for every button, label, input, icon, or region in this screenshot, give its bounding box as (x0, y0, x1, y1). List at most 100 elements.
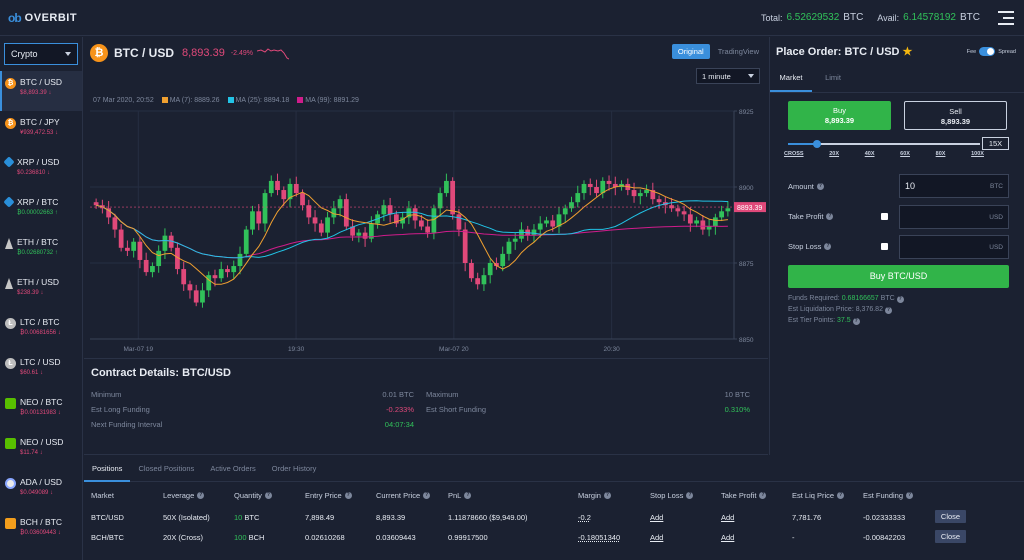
add-stop-loss-link[interactable]: Add (650, 533, 664, 542)
help-icon[interactable]: ? (824, 243, 832, 250)
buy-side-button[interactable]: Buy 8,893.39 (788, 101, 891, 130)
candle-body (444, 180, 449, 194)
sidebar-pair-item[interactable]: ADA / USD $0.049089 ↓ (0, 471, 82, 511)
help-icon[interactable]: ? (464, 492, 472, 499)
sidebar-pair-item[interactable]: NEO / USD $11.74 ↓ (0, 431, 82, 471)
candlestick-chart[interactable]: 8893.39 8925 8900 8875 8850 Mar-07 19 19:30 Mar… (86, 107, 766, 357)
margin-cell[interactable]: -0.2 (578, 513, 591, 522)
leverage-option[interactable]: 40X (864, 151, 875, 157)
help-icon[interactable]: ? (884, 307, 892, 314)
menu-icon[interactable] (998, 11, 1014, 25)
candle-body (406, 208, 412, 218)
tradingview-button[interactable]: TradingView (717, 47, 759, 56)
candle-body (550, 220, 556, 227)
sidebar-pair-item[interactable]: ₿ BTC / USD $8,893.39 ↓ (0, 71, 82, 111)
sidebar-pair-item[interactable]: XRP / USD $0.236810 ↓ (0, 151, 82, 191)
leverage-option[interactable]: 80X (935, 151, 946, 157)
pair-price: $8,893.39 ↓ (20, 90, 52, 96)
leverage-value[interactable]: 15X (982, 137, 1009, 150)
help-icon[interactable]: ? (423, 492, 431, 499)
sidebar-pair-item[interactable]: ETH / BTC ₿0.02680732 ↑ (0, 231, 82, 271)
original-view-button[interactable]: Original (671, 44, 710, 59)
category-select[interactable]: Crypto (4, 43, 78, 65)
help-icon[interactable]: ? (906, 492, 914, 499)
amount-input[interactable]: 10 BTC (899, 174, 1009, 198)
help-icon[interactable]: ? (816, 183, 824, 190)
leverage-slider[interactable] (788, 140, 980, 148)
candle-body (168, 235, 174, 248)
column-header-label: PnL (448, 491, 462, 500)
take-profit-label-text: Take Profit (788, 212, 824, 221)
help-icon[interactable]: ? (837, 492, 845, 499)
take-profit-checkbox[interactable] (881, 213, 888, 220)
ma7-legend: MA (7): 8889.26 (161, 97, 220, 104)
pair-price: ¥939,472.53 ↓ (20, 130, 59, 136)
add-stop-loss-link[interactable]: Add (650, 513, 664, 522)
take-profit-input[interactable]: USD (899, 205, 1009, 229)
candle-body (143, 259, 149, 273)
help-icon[interactable]: ? (603, 492, 611, 499)
tab-closed-positions[interactable]: Closed Positions (138, 464, 195, 473)
sidebar-pair-item[interactable]: ETH / USD $238.39 ↓ (0, 271, 82, 311)
tab-order-history[interactable]: Order History (271, 464, 317, 473)
margin-cell[interactable]: -0.18051340 (578, 533, 621, 542)
help-icon[interactable]: ? (264, 492, 272, 499)
close-position-button[interactable]: Close (935, 510, 966, 523)
y-tick-label: 8925 (739, 109, 754, 116)
fee-spread-switch[interactable] (979, 47, 996, 56)
add-take-profit-link[interactable]: Add (721, 513, 735, 522)
help-icon[interactable]: ? (852, 318, 860, 325)
interval-select[interactable]: 1 minute (696, 68, 760, 84)
candle-body (206, 275, 212, 291)
help-icon[interactable]: ? (686, 492, 694, 499)
tab-positions[interactable]: Positions (84, 456, 131, 482)
candle-body (400, 217, 405, 224)
amount-value: 10 (905, 181, 916, 191)
sidebar-pair-item[interactable]: BCH / BTC ₿0.03609443 ↓ (0, 511, 82, 551)
leverage-option[interactable]: 20X (829, 151, 840, 157)
ma25-label: MA (25): 8894.18 (235, 97, 290, 104)
submit-buy-button[interactable]: Buy BTC/USD (788, 265, 1009, 288)
interval-value: 1 minute (702, 71, 731, 81)
stop-loss-unit: USD (989, 243, 1003, 251)
pair-price: $11.74 ↓ (20, 450, 43, 456)
leverage-option[interactable]: CROSS (784, 151, 804, 157)
order-panel: Place Order: BTC / USD ★ Fee Spread Marke… (769, 37, 1024, 455)
close-position-button[interactable]: Close (935, 530, 966, 543)
candle-body (675, 208, 681, 212)
star-icon[interactable]: ★ (902, 46, 913, 58)
pair-price: $238.39 ↓ (17, 290, 44, 296)
candle-body (706, 226, 712, 230)
help-icon[interactable]: ? (896, 296, 904, 303)
minimum-value: 0.01 BTC (382, 390, 414, 399)
ma99-line (95, 204, 728, 259)
sidebar-pair-item[interactable]: ₿ BTC / JPY ¥939,472.53 ↓ (0, 111, 82, 151)
stop-loss-checkbox[interactable] (881, 243, 888, 250)
sidebar-pair-item[interactable]: XRP / BTC ₿0.00002663 ↑ (0, 191, 82, 231)
candle-body (556, 214, 562, 227)
help-icon[interactable]: ? (344, 492, 352, 499)
sidebar-pair-item[interactable]: Ł LTC / USD $60.61 ↓ (0, 351, 82, 391)
leverage-option[interactable]: 60X (900, 151, 910, 157)
leverage-handle[interactable] (812, 140, 821, 148)
sidebar-pair-item[interactable]: NEO / BTC ₿0.00131983 ↓ (0, 391, 82, 431)
candle-body (606, 180, 612, 184)
short-funding-label: Est Short Funding (426, 405, 487, 414)
add-take-profit-link[interactable]: Add (721, 533, 735, 542)
tab-market[interactable]: Market (770, 67, 812, 92)
order-tabs: Market Limit (770, 67, 1024, 93)
logo[interactable]: ob OVERBIT (8, 11, 77, 25)
column-header-label: Leverage (163, 491, 195, 500)
stop-loss-input[interactable]: USD (899, 235, 1009, 259)
help-icon[interactable]: ? (826, 213, 834, 220)
sell-side-button[interactable]: Sell 8,893.39 (904, 101, 1007, 130)
tab-active-orders[interactable]: Active Orders (210, 464, 256, 473)
tab-limit[interactable]: Limit (825, 73, 841, 82)
leverage-option[interactable]: 100X (971, 151, 984, 157)
sidebar: Crypto ₿ BTC / USD $8,893.39 ↓ ₿ BTC / JPY ¥9… (0, 37, 83, 560)
sidebar-pair-item[interactable]: Ł LTC / BTC ₿0.00681656 ↓ (0, 311, 82, 351)
candle-body (456, 214, 462, 230)
column-header: Margin? (578, 491, 611, 500)
help-icon[interactable]: ? (197, 492, 205, 499)
help-icon[interactable]: ? (759, 492, 767, 499)
